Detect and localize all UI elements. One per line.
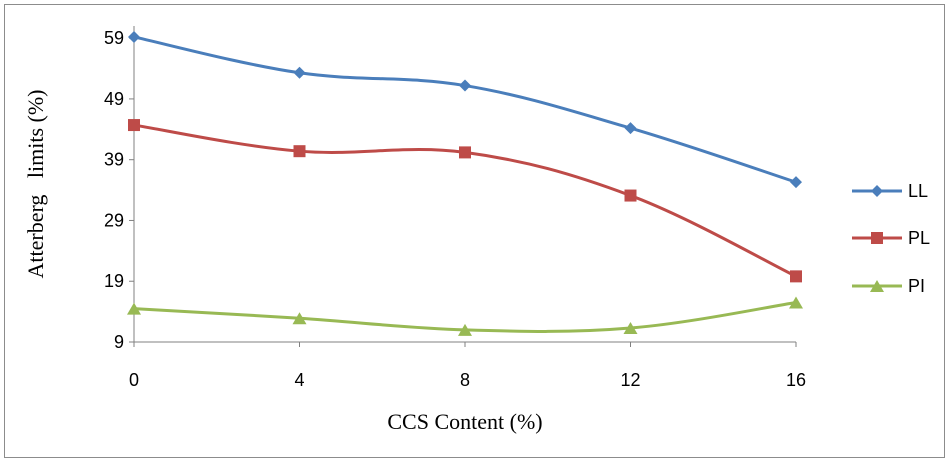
y-axis-title: Atterberg limits (%)	[23, 90, 48, 279]
chart-frame	[4, 4, 945, 458]
data-point-ll	[459, 79, 471, 92]
x-tick-label: 8	[460, 370, 470, 390]
data-point-pl	[293, 145, 306, 158]
data-point-pi	[292, 312, 307, 325]
data-point-ll	[790, 176, 802, 189]
x-tick-label: 0	[129, 370, 139, 390]
legend-marker-pl	[871, 232, 883, 244]
legend-label-pi: PI	[908, 276, 925, 296]
legend-label-ll: LL	[908, 181, 928, 201]
data-point-ll	[128, 30, 140, 43]
data-point-pl	[128, 119, 140, 132]
series-line-ll	[133, 35, 797, 184]
legend-marker-ll	[871, 185, 883, 197]
data-point-pi	[458, 323, 472, 336]
data-point-pl	[624, 189, 637, 202]
legend-marker-pi	[870, 280, 884, 292]
data-point-pl	[459, 146, 471, 159]
data-point-pi	[789, 296, 803, 309]
x-tick-label: 12	[620, 370, 640, 390]
x-tick-label: 16	[786, 370, 806, 390]
legend: LL PL PI	[852, 181, 930, 296]
axes: 9 19 29 39 49 59 0 4 8 12 16	[104, 26, 806, 390]
series-pl	[128, 119, 802, 283]
data-point-pi	[127, 302, 141, 315]
y-tick-label: 49	[104, 89, 124, 109]
data-point-pl	[790, 270, 802, 283]
x-axis-title: CCS Content (%)	[387, 409, 542, 434]
data-point-ll	[293, 66, 306, 79]
y-tick-label: 29	[104, 210, 124, 230]
data-point-pi	[623, 322, 638, 335]
legend-item-pi: PI	[852, 276, 925, 296]
x-tick-label: 4	[294, 370, 304, 390]
y-tick-label: 9	[114, 332, 124, 352]
data-point-ll	[624, 122, 637, 135]
series-ll	[128, 30, 802, 189]
legend-item-pl: PL	[852, 228, 930, 248]
y-tick-label: 19	[104, 271, 124, 291]
series-layer	[127, 30, 803, 336]
y-tick-label: 39	[104, 150, 124, 170]
legend-item-ll: LL	[852, 181, 928, 201]
y-tick-label: 59	[104, 28, 124, 48]
legend-label-pl: PL	[908, 228, 930, 248]
series-pi	[127, 296, 803, 336]
